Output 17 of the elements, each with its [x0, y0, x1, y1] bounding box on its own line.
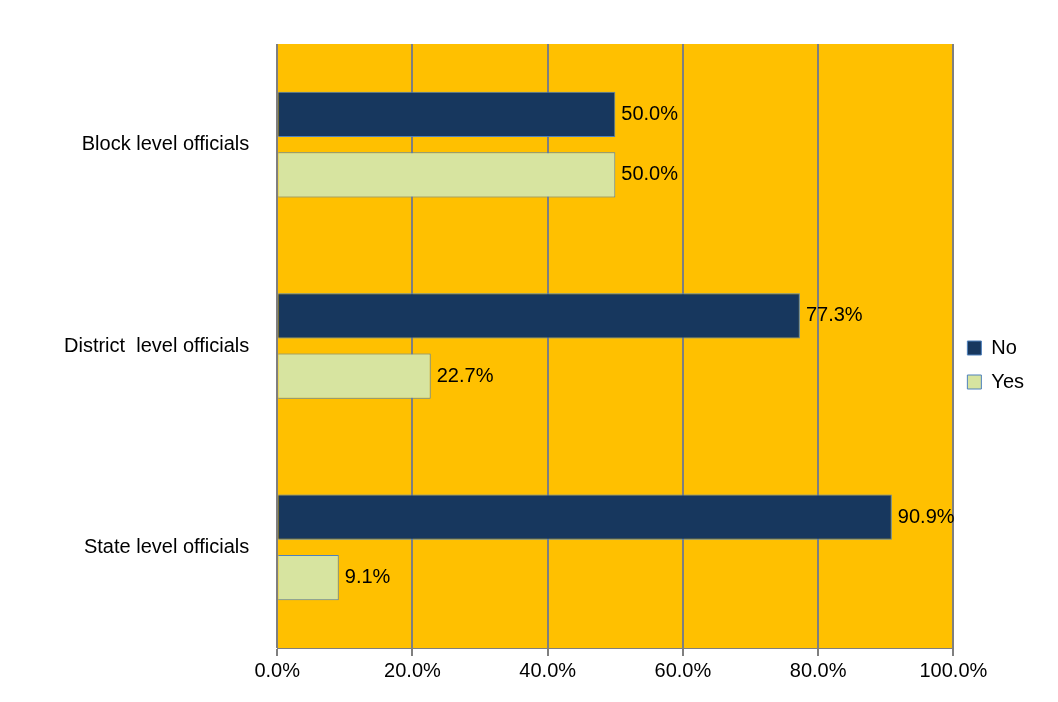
legend-label: Yes [991, 369, 1025, 392]
x-tick-label: 80.0% [789, 658, 847, 681]
x-tick-label: 100.0% [919, 658, 988, 681]
x-tick-label: 40.0% [519, 658, 577, 681]
legend-label: No [991, 335, 1017, 358]
data-label: 50.0% [621, 162, 679, 185]
data-label: 22.7% [436, 363, 494, 386]
data-label: 9.1% [344, 565, 391, 588]
y-tick-label: Block level officials [81, 132, 250, 155]
data-label: 90.9% [897, 504, 955, 527]
x-tick-label: 0.0% [254, 658, 301, 681]
data-label: 50.0% [621, 101, 679, 124]
y-tick-label: State level officials [83, 534, 250, 557]
x-tick-label: 20.0% [384, 658, 442, 681]
y-tick-label: District level officials [64, 333, 250, 356]
x-tick-label: 60.0% [654, 658, 712, 681]
data-label: 77.3% [805, 303, 863, 326]
